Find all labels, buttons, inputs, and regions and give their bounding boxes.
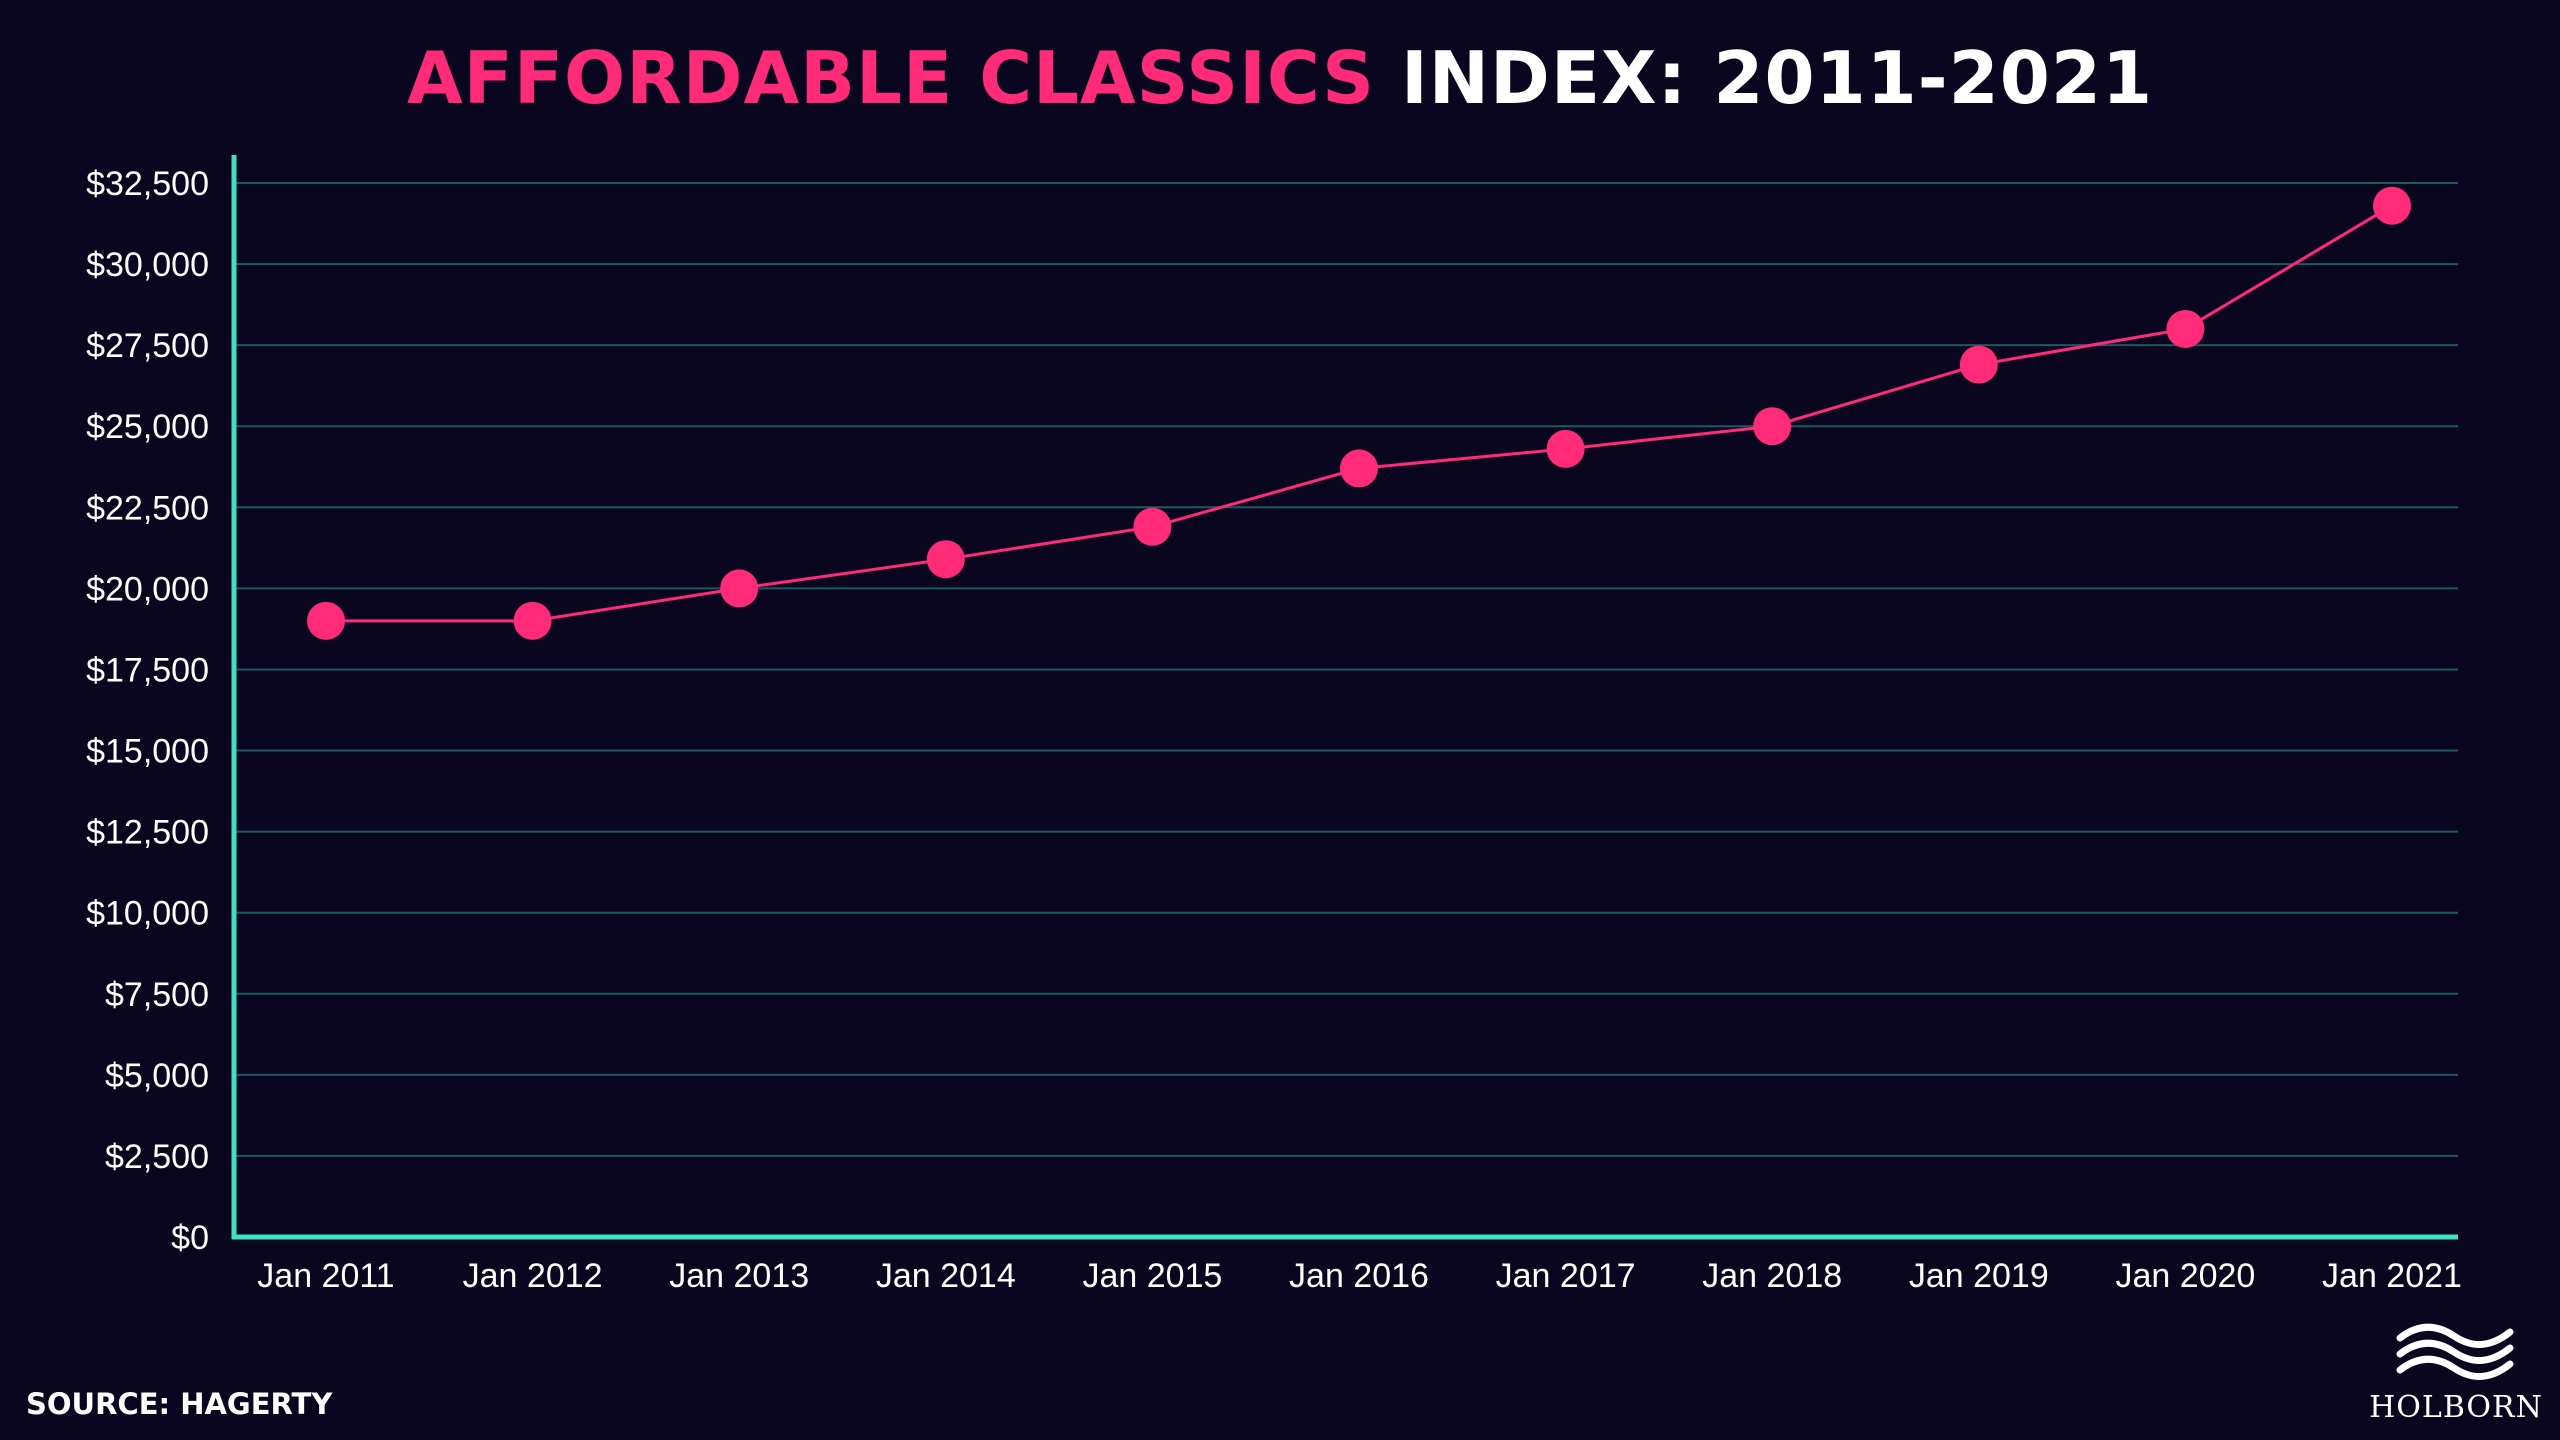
y-tick-label: $22,500: [86, 489, 209, 527]
y-tick-label: $2,500: [105, 1138, 209, 1176]
y-tick-label: $12,500: [86, 814, 209, 852]
y-tick-label: $5,000: [105, 1057, 209, 1095]
data-point: [926, 540, 965, 579]
x-tick-label: Jan 2021: [2322, 1257, 2462, 1295]
logo-text: HOLBORN: [2369, 1390, 2543, 1425]
x-tick-label: Jan 2018: [1702, 1257, 1842, 1295]
y-tick-label: $0: [171, 1219, 209, 1257]
x-tick-label: Jan 2016: [1289, 1257, 1429, 1295]
chart-title: AFFORDABLE CLASSICS INDEX: 2011-2021: [0, 28, 2560, 128]
y-tick-label: $17,500: [86, 651, 209, 689]
data-point: [1133, 507, 1172, 546]
chart-title-highlight: AFFORDABLE CLASSICS: [406, 36, 1375, 120]
waves-icon: [2396, 1323, 2514, 1381]
y-tick-label: $27,500: [86, 327, 209, 365]
data-point: [513, 601, 552, 640]
x-tick-label: Jan 2014: [876, 1257, 1016, 1295]
data-point: [1546, 429, 1585, 468]
x-tick-label: Jan 2020: [2115, 1257, 2255, 1295]
y-tick-label: $20,000: [86, 570, 209, 608]
chart-title-rest: INDEX: 2011-2021: [1374, 36, 2154, 120]
y-tick-label: $30,000: [86, 246, 209, 284]
y-tick-label: $7,500: [105, 976, 209, 1014]
data-point: [1959, 345, 1998, 384]
holborn-logo: HOLBORN: [2366, 1320, 2546, 1430]
x-tick-label: Jan 2017: [1496, 1257, 1636, 1295]
y-tick-label: $10,000: [86, 895, 209, 933]
y-tick-label: $32,500: [86, 165, 209, 203]
source-label: SOURCE: HAGERTY: [26, 1387, 333, 1421]
x-tick-label: Jan 2015: [1082, 1257, 1222, 1295]
x-tick-label: Jan 2013: [669, 1257, 809, 1295]
series-line: [326, 204, 2393, 623]
y-tick-label: $15,000: [86, 733, 209, 771]
x-tick-label: Jan 2011: [257, 1257, 394, 1295]
data-point: [307, 601, 345, 640]
data-point: [2373, 186, 2411, 225]
x-tick-label: Jan 2012: [463, 1257, 603, 1295]
data-point: [720, 569, 759, 608]
y-tick-label: $25,000: [86, 408, 209, 446]
x-tick-label: Jan 2019: [1909, 1257, 2049, 1295]
data-point: [2166, 309, 2205, 348]
data-point: [1340, 449, 1378, 488]
data-point: [1753, 407, 1792, 446]
